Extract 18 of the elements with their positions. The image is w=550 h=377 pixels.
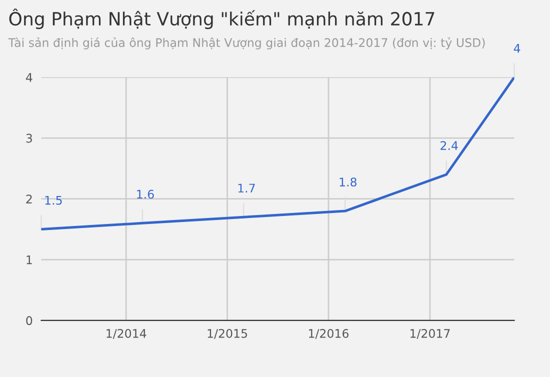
data-label: 4 <box>514 44 520 53</box>
y-tick-label: 0 <box>26 316 32 326</box>
x-tick-label: 1/2014 <box>106 328 146 339</box>
data-label: 1.7 <box>238 184 255 192</box>
chart-title: Ông Phạm Nhật Vượng "kiếm" mạnh năm 2017 <box>9 8 434 30</box>
y-tick-label: 1 <box>26 256 32 264</box>
y-tick-label: 4 <box>26 73 32 82</box>
data-label: 1.6 <box>137 190 154 199</box>
data-label: 2.4 <box>440 141 458 150</box>
y-tick-label: 3 <box>26 134 32 143</box>
x-tick-label: 1/2015 <box>208 328 248 339</box>
data-label: 1.8 <box>340 178 356 187</box>
y-tick-label: 2 <box>26 194 32 204</box>
chart-subtitle: Tài sản định giá của ông Phạm Nhật Vượng giai đoạn 2014-2017 (đơn vị: tỷ USD) <box>8 37 485 50</box>
x-tick-label: 1/2016 <box>309 328 349 339</box>
data-label: 1.5 <box>45 196 62 205</box>
line-series <box>41 77 514 231</box>
x-tick-label: 1/2017 <box>410 328 450 339</box>
